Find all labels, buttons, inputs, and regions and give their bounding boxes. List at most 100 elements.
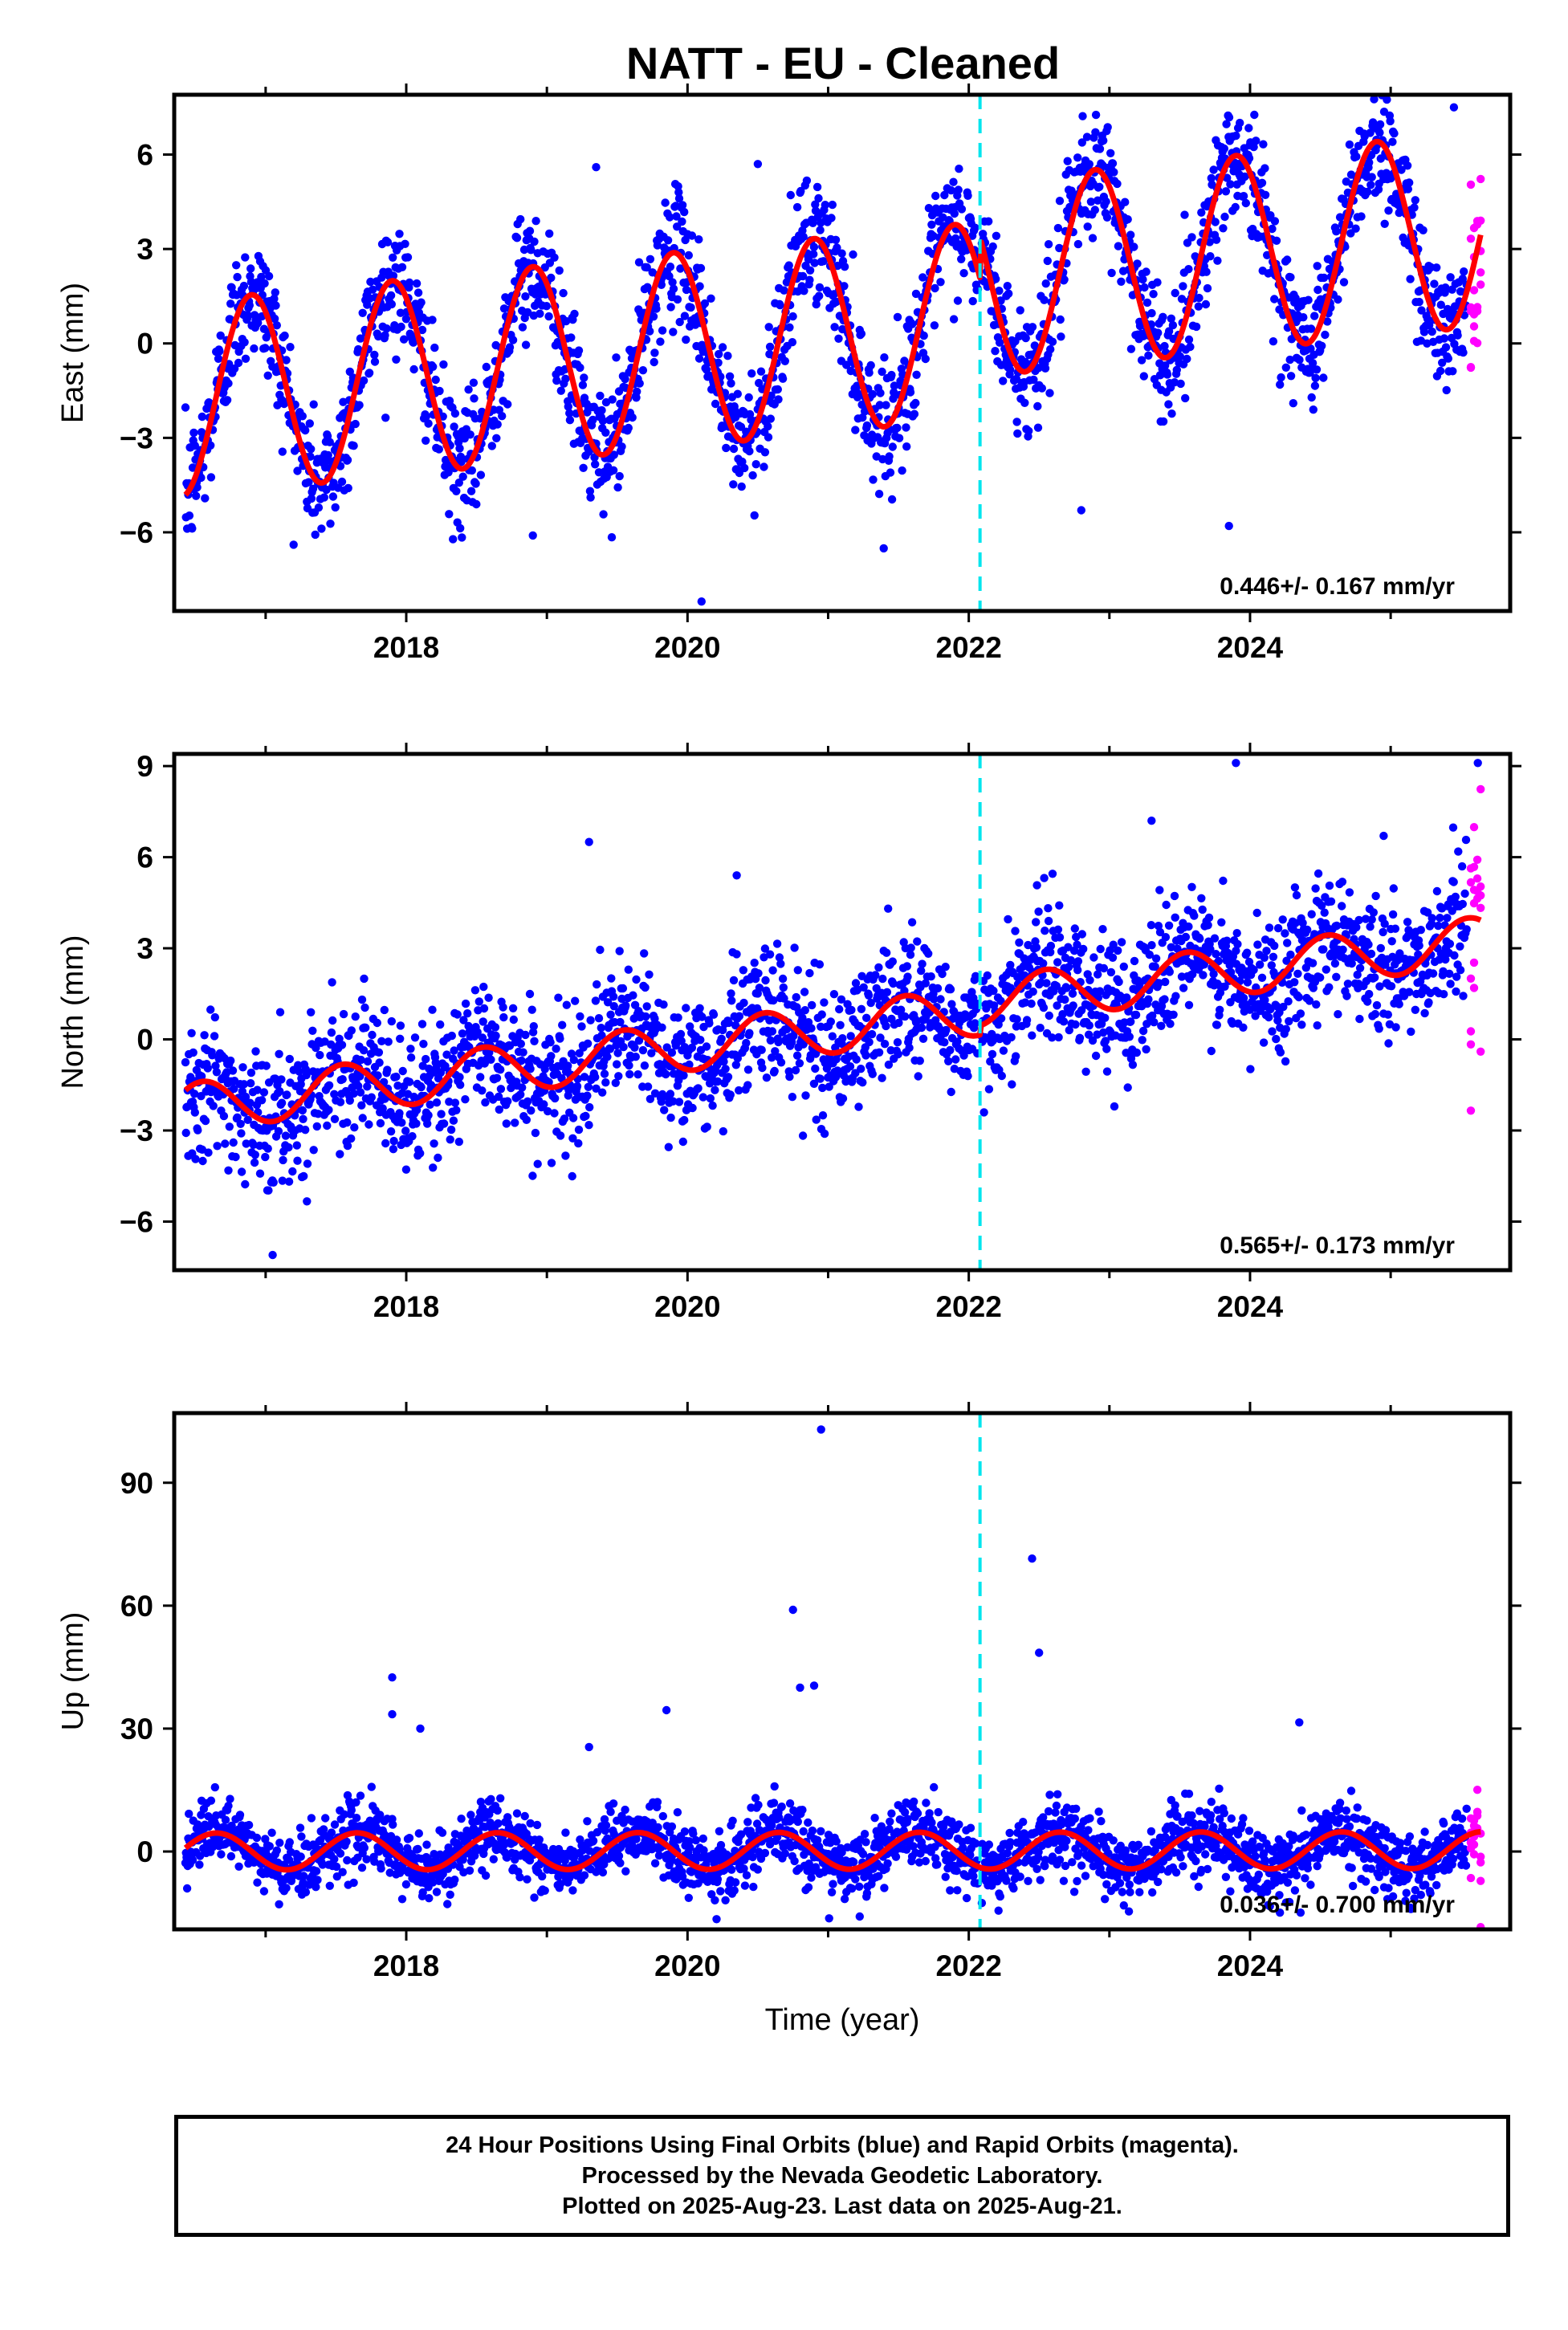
final-orbit-point [808, 1000, 817, 1010]
final-orbit-point [745, 1029, 754, 1037]
final-orbit-point [1325, 983, 1334, 992]
final-orbit-point [793, 966, 802, 975]
final-orbit-point [914, 1072, 922, 1081]
final-orbit-point [1241, 198, 1251, 208]
final-orbit-point [805, 968, 814, 978]
final-orbit-point [439, 360, 448, 369]
final-orbit-point [1157, 1021, 1166, 1031]
final-orbit-point [861, 1051, 870, 1060]
final-orbit-point [1073, 966, 1082, 975]
final-orbit-point [235, 1811, 245, 1819]
final-orbit-point [804, 255, 813, 264]
final-orbit-point [1259, 140, 1268, 149]
final-orbit-point [1077, 930, 1087, 939]
final-orbit-point [234, 1862, 243, 1871]
final-orbit-point [428, 316, 437, 324]
final-orbit-point [1286, 273, 1295, 282]
final-orbit-point [739, 998, 748, 1008]
final-orbit-point [788, 1093, 797, 1102]
final-orbit-point [511, 1118, 519, 1127]
final-orbit-point [1130, 956, 1139, 966]
final-orbit-point [800, 988, 809, 996]
final-orbit-point [449, 1116, 458, 1125]
final-orbit-point [745, 446, 754, 456]
final-orbit-point [1451, 892, 1460, 902]
final-orbit-point [886, 468, 895, 477]
final-orbit-point [203, 1064, 212, 1073]
final-orbit-point [547, 1159, 556, 1167]
final-orbit-point [1443, 914, 1452, 923]
final-orbit-point [556, 386, 565, 395]
final-orbit-point [449, 535, 458, 544]
final-orbit-point [1069, 1001, 1077, 1010]
final-orbit-point [1106, 967, 1116, 977]
final-orbit-point [1259, 1038, 1269, 1047]
final-orbit-point [614, 1072, 623, 1081]
final-orbit-point [607, 974, 616, 983]
final-orbit-point [673, 295, 682, 304]
final-orbit-point [1036, 1024, 1045, 1033]
final-orbit-point [262, 1061, 271, 1070]
final-orbit-point [212, 1068, 222, 1077]
final-orbit-point [652, 304, 661, 313]
final-orbit-point [401, 315, 411, 324]
final-orbit-point [499, 1003, 507, 1012]
final-orbit-point [682, 335, 690, 344]
final-orbit-point [747, 369, 756, 378]
final-orbit-point [349, 442, 358, 450]
final-orbit-point [1307, 910, 1316, 919]
final-orbit-point [505, 343, 515, 352]
final-orbit-point [1335, 213, 1345, 222]
final-orbit-point [907, 918, 917, 927]
final-orbit-point [482, 362, 491, 372]
final-orbit-point [971, 223, 979, 232]
final-orbit-point [498, 412, 507, 421]
final-orbit-point [387, 1016, 396, 1026]
final-orbit-point [1205, 238, 1214, 246]
rapid-orbit-point [1466, 1040, 1476, 1049]
final-orbit-point [1415, 297, 1423, 307]
final-orbit-point [845, 1062, 855, 1071]
final-orbit-point [1383, 1010, 1393, 1019]
final-orbit-point [1201, 299, 1211, 309]
final-orbit-point [298, 1106, 307, 1115]
final-orbit-point [1128, 1061, 1138, 1069]
final-orbit-point [887, 495, 897, 504]
final-orbit-point [1030, 341, 1040, 350]
final-orbit-point [1261, 164, 1269, 173]
final-orbit-point [568, 1114, 578, 1122]
final-orbit-point [307, 494, 316, 503]
final-orbit-point [1096, 944, 1105, 954]
final-orbit-point [1440, 334, 1449, 343]
final-orbit-point [343, 455, 352, 465]
final-orbit-point [210, 1012, 219, 1022]
final-orbit-point [688, 1103, 697, 1113]
final-orbit-point [359, 1046, 369, 1055]
outlier-point [528, 531, 537, 540]
final-orbit-point [272, 321, 281, 330]
final-orbit-point [1224, 113, 1234, 122]
final-orbit-point [305, 419, 314, 428]
final-orbit-point [1313, 285, 1322, 295]
final-orbit-point [1176, 379, 1185, 389]
final-orbit-point [664, 1143, 673, 1151]
final-orbit-point [951, 234, 960, 243]
final-orbit-point [277, 1098, 287, 1107]
final-orbit-point [723, 352, 732, 360]
final-orbit-point [444, 468, 453, 477]
final-orbit-point [800, 1006, 809, 1015]
final-orbit-point [963, 1072, 972, 1081]
final-orbit-point [581, 1111, 590, 1121]
final-orbit-point [1270, 941, 1279, 951]
final-orbit-point [1332, 227, 1341, 236]
final-orbit-point [389, 253, 397, 262]
final-orbit-point [640, 1061, 650, 1070]
rapid-orbit-point [1469, 984, 1479, 992]
final-orbit-point [894, 1049, 902, 1059]
final-orbit-point [1458, 899, 1468, 909]
final-orbit-point [527, 246, 536, 255]
final-orbit-point [714, 358, 723, 367]
final-orbit-point [882, 1021, 890, 1031]
final-orbit-point [1276, 1048, 1285, 1057]
final-orbit-point [363, 300, 372, 309]
